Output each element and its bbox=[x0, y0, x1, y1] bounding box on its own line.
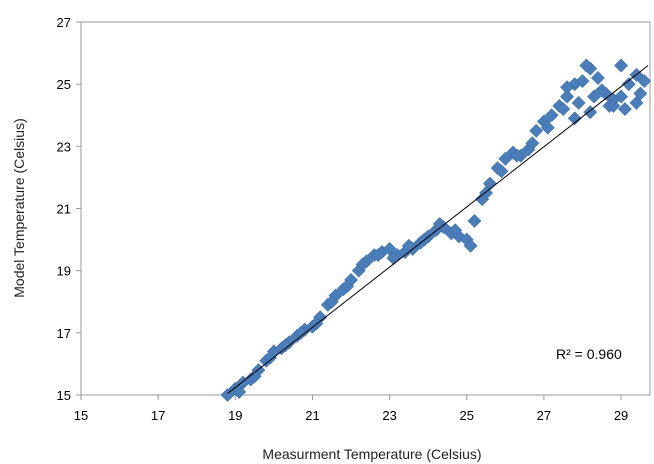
data-point bbox=[293, 325, 308, 340]
data-point bbox=[594, 83, 609, 98]
x-tick-label: 23 bbox=[382, 408, 396, 423]
x-tick-label: 15 bbox=[74, 408, 88, 423]
y-axis-label: Model Temperature (Celsius) bbox=[11, 118, 27, 297]
x-axis-label: Measurment Temperature (Celsius) bbox=[262, 446, 481, 462]
x-tick-label: 25 bbox=[460, 408, 474, 423]
data-point bbox=[560, 89, 574, 104]
data-points bbox=[220, 58, 652, 402]
data-point bbox=[590, 71, 605, 85]
x-tick-label: 29 bbox=[614, 408, 628, 423]
data-point bbox=[575, 74, 590, 88]
data-point bbox=[621, 77, 636, 92]
plot-area-frame bbox=[80, 21, 651, 396]
data-point bbox=[324, 294, 339, 309]
data-point bbox=[556, 102, 571, 116]
data-point bbox=[637, 74, 652, 88]
data-point bbox=[263, 350, 277, 365]
y-tick-label: 23 bbox=[57, 139, 71, 154]
data-point bbox=[525, 136, 540, 151]
data-point bbox=[247, 369, 262, 384]
trendline bbox=[227, 65, 649, 394]
data-point bbox=[498, 151, 513, 166]
x-tick-label: 27 bbox=[537, 408, 551, 423]
data-point bbox=[529, 123, 544, 138]
y-axis-ticks: 15 17 19 21 23 25 27 bbox=[57, 15, 81, 403]
data-point bbox=[560, 80, 574, 95]
data-point bbox=[614, 58, 628, 73]
data-point bbox=[587, 89, 601, 104]
data-point bbox=[278, 338, 293, 353]
data-point bbox=[220, 388, 235, 402]
data-point bbox=[540, 120, 555, 135]
data-point bbox=[614, 89, 628, 104]
data-point bbox=[618, 102, 632, 116]
data-point bbox=[579, 58, 594, 73]
data-point bbox=[583, 105, 598, 120]
y-tick-label: 19 bbox=[57, 264, 71, 279]
y-tick-label: 21 bbox=[57, 202, 71, 217]
data-point bbox=[355, 257, 370, 272]
data-point bbox=[371, 248, 385, 263]
x-axis-ticks: 15 17 19 21 23 25 27 29 bbox=[74, 395, 628, 423]
data-point bbox=[232, 384, 247, 399]
data-point bbox=[448, 223, 463, 238]
x-tick-label: 17 bbox=[151, 408, 165, 423]
y-tick-label: 25 bbox=[57, 77, 71, 92]
data-point bbox=[494, 164, 509, 179]
data-point bbox=[571, 95, 586, 110]
y-tick-label: 15 bbox=[57, 388, 71, 403]
data-point bbox=[544, 108, 559, 123]
x-tick-label: 21 bbox=[305, 408, 319, 423]
y-tick-label: 17 bbox=[57, 326, 71, 341]
data-point bbox=[340, 279, 355, 294]
data-point bbox=[463, 238, 478, 253]
r-squared-annotation: R² = 0.960 bbox=[556, 346, 622, 362]
y-tick-label: 27 bbox=[57, 15, 71, 30]
data-point bbox=[467, 214, 482, 228]
data-point bbox=[509, 148, 524, 163]
data-point bbox=[606, 99, 621, 113]
data-point bbox=[567, 111, 582, 126]
data-point bbox=[432, 217, 447, 231]
x-tick-label: 19 bbox=[228, 408, 242, 423]
data-point bbox=[629, 95, 644, 110]
